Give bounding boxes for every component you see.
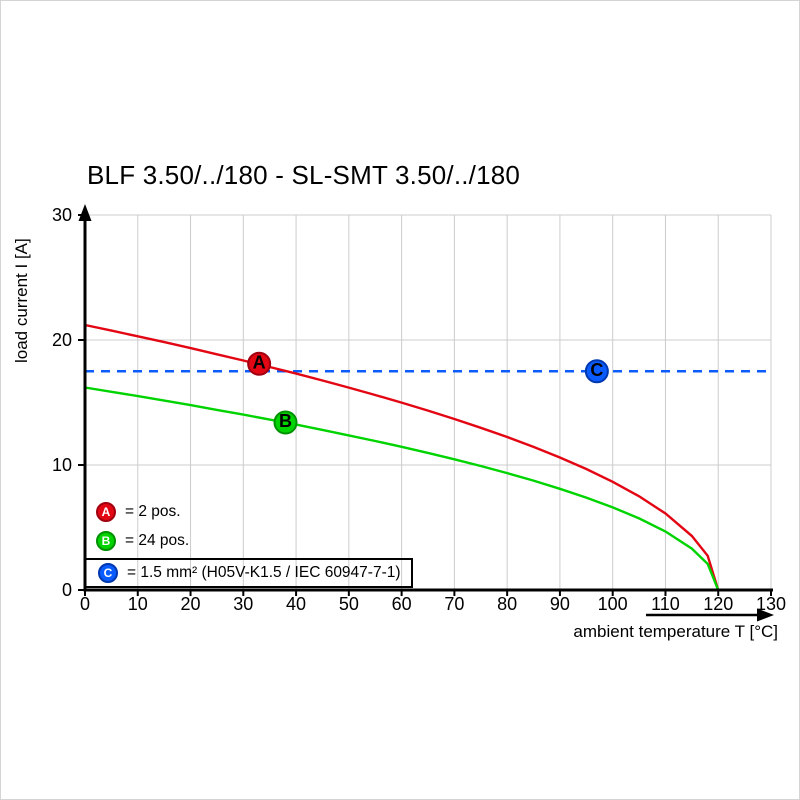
- curve-B: [83, 386, 720, 592]
- legend-label-a: = 2 pos.: [125, 503, 181, 520]
- tick-label-x-60: 60: [392, 594, 412, 614]
- legend-marker-letter-a: A: [101, 505, 111, 519]
- legend-label-b: = 24 pos.: [125, 532, 190, 549]
- tick-label-x-10: 10: [128, 594, 148, 614]
- marker-B-icon: [273, 410, 298, 435]
- tick-label-y-10: 10: [52, 455, 72, 475]
- tick-label-y-30: 30: [52, 205, 72, 225]
- markers-group: A B C: [247, 351, 609, 435]
- tick-label-x-50: 50: [339, 594, 359, 614]
- y-axis-arrow-icon: [78, 204, 92, 221]
- legend: A = 2 pos. B = 24 pos. C = 1.5 mm² (H05V…: [84, 500, 413, 593]
- legend-marker-c-icon: C: [98, 563, 118, 583]
- tick-label-x-80: 80: [497, 594, 517, 614]
- x-axis-label: ambient temperature T [°C]: [573, 622, 778, 641]
- marker-letter-A: A: [253, 352, 266, 372]
- ticks-group: 0 10 20 30 40 50 60 70 80 90 100 110 120 130 0 10 20 30: [52, 205, 786, 614]
- tick-label-x-20: 20: [181, 594, 201, 614]
- tick-label-x-70: 70: [444, 594, 464, 614]
- tick-label-x-40: 40: [286, 594, 306, 614]
- legend-marker-letter-b: B: [101, 534, 111, 548]
- gridlines-group: [85, 214, 772, 590]
- tick-label-y-0: 0: [62, 580, 72, 600]
- legend-marker-letter-c: C: [103, 566, 113, 580]
- legend-marker-b-icon: B: [96, 531, 116, 551]
- tick-label-x-30: 30: [233, 594, 253, 614]
- marker-C-icon: [584, 359, 609, 384]
- chart-title: BLF 3.50/../180 - SL-SMT 3.50/../180: [87, 160, 521, 190]
- legend-label-c: = 1.5 mm² (H05V-K1.5 / IEC 60947-7-1): [127, 564, 401, 581]
- tick-label-y-20: 20: [52, 330, 72, 350]
- tick-label-x-0: 0: [80, 594, 90, 614]
- marker-letter-C: C: [590, 360, 603, 380]
- legend-item-a: A = 2 pos.: [96, 500, 413, 524]
- tick-label-x-100: 100: [598, 594, 628, 614]
- legend-item-c: C = 1.5 mm² (H05V-K1.5 / IEC 60947-7-1): [84, 558, 413, 588]
- legend-marker-a-icon: A: [96, 502, 116, 522]
- series-group: [83, 323, 720, 592]
- tick-label-x-90: 90: [550, 594, 570, 614]
- tick-label-x-110: 110: [651, 594, 680, 614]
- marker-letter-B: B: [279, 411, 292, 431]
- marker-A-icon: [247, 351, 272, 376]
- x-direction-arrow-icon: [757, 608, 774, 622]
- tick-label-x-130: 130: [756, 594, 786, 614]
- curve-A: [83, 323, 720, 592]
- tick-label-x-120: 120: [703, 594, 733, 614]
- legend-item-b: B = 24 pos.: [96, 529, 413, 553]
